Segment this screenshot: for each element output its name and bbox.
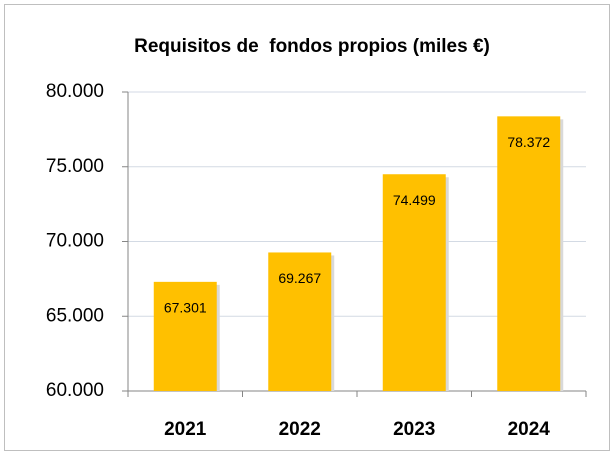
y-tick-label: 60.000 [46, 380, 104, 401]
y-tick-label: 65.000 [46, 305, 104, 326]
x-tick-label: 2021 [164, 419, 207, 440]
x-tick-label: 2023 [393, 419, 435, 440]
y-tick-label: 70.000 [46, 231, 104, 252]
bar [497, 116, 561, 392]
data-label: 74.499 [393, 192, 436, 208]
data-label: 78.372 [507, 134, 550, 150]
chart-title: Requisitos de fondos propios (miles €) [134, 36, 490, 57]
x-tick-label: 2022 [279, 419, 321, 440]
data-label: 69.267 [278, 270, 321, 286]
data-label: 67.301 [164, 300, 207, 316]
bar [268, 252, 332, 391]
bar [382, 174, 446, 391]
y-tick-label: 75.000 [46, 156, 104, 177]
x-tick-label: 2024 [508, 419, 551, 440]
bar [153, 281, 217, 391]
y-tick-label: 80.000 [46, 81, 104, 102]
